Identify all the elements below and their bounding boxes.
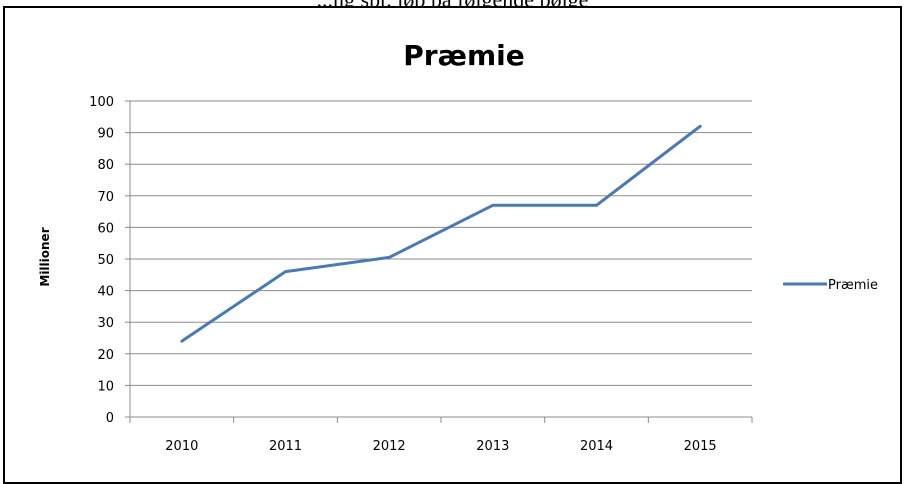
y-tick-label: 40	[97, 285, 114, 300]
y-tick-label: 70	[97, 190, 114, 205]
x-tick-label: 2010	[165, 439, 198, 454]
legend: Præmie	[783, 278, 878, 293]
chart-title: Præmie	[403, 39, 524, 72]
x-tick-label: 2015	[684, 439, 717, 454]
x-tick-label: 2012	[373, 439, 406, 454]
chart-frame: Præmie Millioner 0 10 20 30 40 50 60 70 80 90 100 2…	[3, 6, 902, 484]
y-tick-label: 20	[97, 348, 114, 363]
grid-layer	[130, 100, 752, 386]
y-tick-label: 100	[89, 95, 114, 110]
y-tick-label: 0	[106, 411, 114, 426]
y-tick-label: 50	[97, 253, 114, 268]
series-line	[180, 124, 702, 343]
chart-svg: Præmie Millioner 0 10 20 30 40 50 60 70 80 90 100 2…	[38, 39, 878, 454]
y-axis-label: Millioner	[38, 227, 52, 286]
series-layer	[180, 124, 702, 343]
x-tick-label: 2011	[269, 439, 302, 454]
y-tick-label: 30	[97, 316, 114, 331]
x-tick-label: 2013	[476, 439, 509, 454]
legend-label: Præmie	[828, 278, 878, 293]
x-tick-label: 2014	[580, 439, 613, 454]
y-tick-label: 10	[97, 379, 114, 394]
y-tick-label: 90	[97, 127, 114, 142]
axis-layer: 0 10 20 30 40 50 60 70 80 90 100 2010 2011 2012 2013 20…	[89, 95, 753, 454]
y-tick-label: 80	[97, 158, 114, 173]
y-tick-label: 60	[97, 221, 114, 236]
